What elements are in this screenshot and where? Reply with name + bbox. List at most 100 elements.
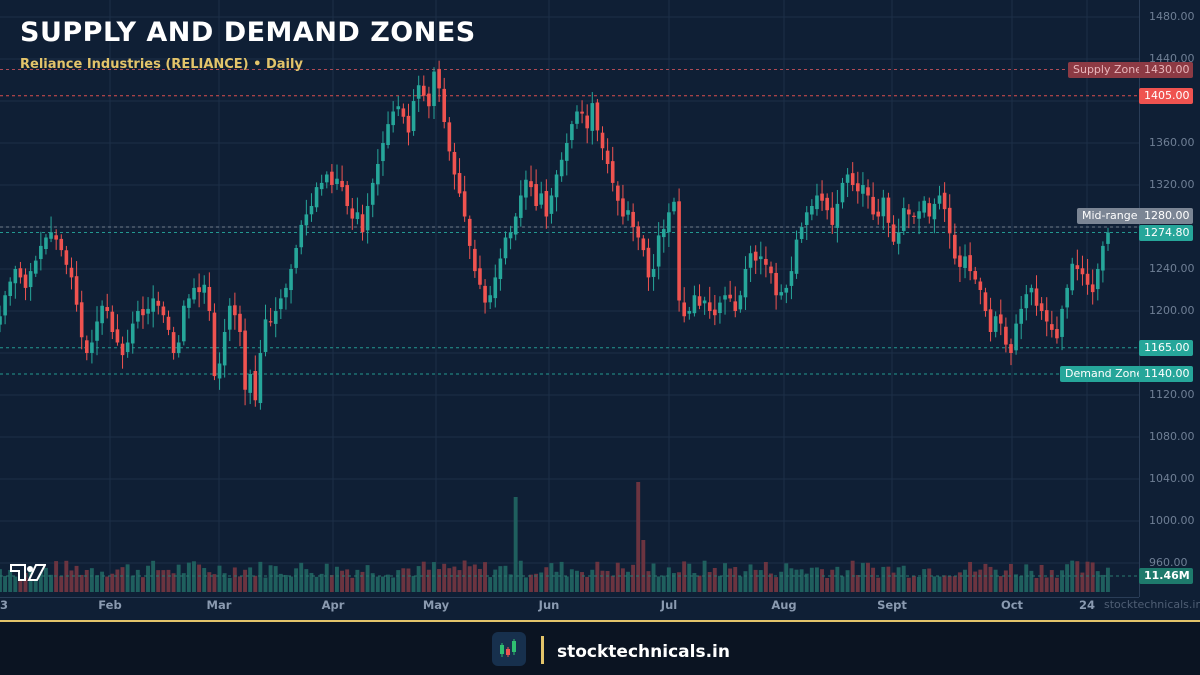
volume-bar <box>457 570 462 592</box>
candle-body <box>758 256 763 260</box>
time-tick-label: Feb <box>98 598 122 612</box>
volume-bar <box>324 563 329 592</box>
candle-body <box>866 187 870 196</box>
chart-canvas[interactable] <box>0 0 1200 620</box>
candle-body <box>524 179 528 198</box>
volume-bar <box>1090 562 1095 592</box>
candle-body <box>309 206 314 215</box>
candle-body <box>1075 265 1080 269</box>
volume-bar <box>8 570 13 592</box>
candle-body <box>636 226 641 238</box>
volume-bar <box>789 568 794 592</box>
time-tick-label: 3 <box>0 598 9 612</box>
candle-body <box>631 211 635 227</box>
volume-bar <box>1070 560 1075 592</box>
volume-bar <box>248 567 253 592</box>
candle-body <box>794 239 799 274</box>
candle-body <box>641 238 646 251</box>
candle-body <box>549 195 554 214</box>
volume-bar <box>176 564 181 592</box>
candle-body <box>141 309 145 316</box>
volume-bar <box>518 560 523 592</box>
volume-bar <box>283 574 288 592</box>
candle-body <box>1080 268 1085 275</box>
volume-bar <box>401 568 406 592</box>
volume-bar <box>406 568 411 592</box>
candle-body <box>289 269 293 291</box>
volume-bar <box>733 567 738 592</box>
candle-body <box>881 197 886 217</box>
candle-body <box>1070 263 1075 291</box>
volume-bar <box>988 566 993 592</box>
candle-body <box>401 108 406 117</box>
volume-bar <box>927 568 932 592</box>
supply-zone-label: Supply Zone <box>1068 62 1147 78</box>
candle-body <box>1090 284 1095 293</box>
volume-bar <box>911 575 916 592</box>
candle-body <box>49 232 53 239</box>
chart-subtitle: Reliance Industries (RELIANCE) • Daily <box>20 57 303 72</box>
volume-bar <box>1054 577 1059 592</box>
volume-bar <box>391 577 396 592</box>
volume-bar <box>437 569 442 592</box>
candle-body <box>901 208 906 231</box>
volume-bar <box>396 570 401 592</box>
volume-bar <box>871 567 876 592</box>
volume-bar <box>1080 572 1085 592</box>
candle-body <box>222 332 227 366</box>
candle-body <box>789 271 794 286</box>
candle-body <box>324 174 329 183</box>
volume-bar <box>345 569 350 592</box>
candle-body <box>192 287 196 300</box>
candle-body <box>427 93 431 107</box>
candle-body <box>564 143 569 161</box>
candle-body <box>44 237 48 250</box>
time-tick-label: Aug <box>771 598 797 612</box>
volume-bar <box>682 561 687 592</box>
volume-bar <box>110 573 115 592</box>
candle-body <box>503 237 508 259</box>
volume-bar <box>217 565 222 592</box>
volume-bar <box>222 573 227 592</box>
volume-bar <box>717 575 722 592</box>
candle-body <box>74 276 79 305</box>
volume-bar <box>498 566 503 592</box>
volume-bar <box>723 563 727 592</box>
footer-brand[interactable]: stocktechnicals.in <box>557 642 730 662</box>
candle-body <box>136 311 140 322</box>
volume-bar <box>1039 564 1044 592</box>
candle-body <box>396 106 401 110</box>
candle-body <box>467 218 472 246</box>
candle-body <box>1034 288 1039 306</box>
candle-body <box>845 174 850 183</box>
candle-body <box>182 305 186 342</box>
volume-bar <box>278 573 283 592</box>
candle-body <box>1004 326 1008 345</box>
candle-body <box>968 255 972 272</box>
candle-body <box>942 192 947 210</box>
volume-bar <box>687 563 692 592</box>
volume-bar <box>452 566 457 592</box>
volume-bar <box>355 569 360 592</box>
volume-bar <box>646 571 651 592</box>
volume-bar <box>202 568 207 592</box>
volume-bar <box>1003 570 1008 592</box>
candle-body <box>825 197 829 211</box>
candle-body <box>483 285 487 303</box>
volume-bar <box>197 564 202 592</box>
candle-body <box>447 122 452 152</box>
volume-bar <box>906 577 911 592</box>
volume-bar <box>1019 576 1024 592</box>
candle-body <box>350 208 355 219</box>
volume-bar <box>631 564 636 592</box>
candle-body <box>544 190 549 217</box>
volume-bar <box>483 562 487 592</box>
candle-body <box>815 195 819 210</box>
price-tick-label: 1440.00 <box>1149 52 1195 65</box>
volume-bar <box>973 571 978 592</box>
volume-bar <box>1065 564 1070 592</box>
volume-bar <box>794 569 799 592</box>
tradingview-logo-icon[interactable] <box>10 564 47 586</box>
candle-body <box>243 330 247 390</box>
volume-bar <box>1049 570 1054 592</box>
